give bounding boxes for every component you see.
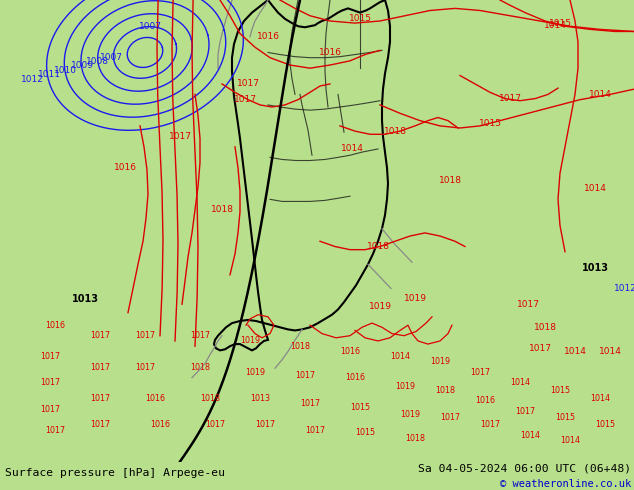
Text: 1017: 1017: [233, 95, 257, 104]
Text: 1013: 1013: [72, 294, 98, 304]
Text: 1016: 1016: [45, 320, 65, 330]
Text: 1015: 1015: [355, 428, 375, 437]
Text: 1019: 1019: [240, 337, 260, 345]
Polygon shape: [0, 0, 90, 231]
Text: 1015: 1015: [550, 386, 570, 395]
Text: © weatheronline.co.uk: © weatheronline.co.uk: [500, 479, 631, 490]
Text: 1017: 1017: [90, 363, 110, 372]
Text: 1019: 1019: [245, 368, 265, 377]
Polygon shape: [0, 299, 634, 462]
Text: 1014: 1014: [340, 145, 363, 153]
Text: 1017: 1017: [300, 399, 320, 408]
Text: Surface pressure [hPa] Arpege-eu: Surface pressure [hPa] Arpege-eu: [5, 468, 225, 478]
Text: 1016: 1016: [475, 396, 495, 405]
Text: 1017: 1017: [440, 413, 460, 422]
Polygon shape: [0, 231, 60, 462]
Text: 1017: 1017: [40, 352, 60, 361]
Text: 1018: 1018: [190, 363, 210, 372]
Text: 1014: 1014: [583, 184, 607, 194]
Text: 1019: 1019: [403, 294, 427, 303]
Text: 1019: 1019: [400, 410, 420, 419]
Text: 1013: 1013: [581, 263, 609, 272]
Text: 1015: 1015: [479, 119, 501, 128]
Text: 1015: 1015: [555, 413, 575, 422]
Text: 1017: 1017: [529, 344, 552, 353]
Text: 1014: 1014: [520, 431, 540, 440]
Text: 1017: 1017: [90, 394, 110, 403]
Text: 1018: 1018: [435, 386, 455, 395]
Text: 1019: 1019: [368, 302, 392, 311]
Polygon shape: [320, 0, 380, 31]
Text: 1017: 1017: [515, 407, 535, 416]
Text: 1007: 1007: [138, 23, 162, 31]
Text: 1012: 1012: [20, 75, 43, 84]
Text: 1016: 1016: [113, 163, 136, 172]
Text: 1011: 1011: [38, 70, 61, 79]
Text: 1016: 1016: [340, 347, 360, 356]
Polygon shape: [380, 0, 634, 241]
Text: 1017: 1017: [169, 132, 191, 141]
Text: 1016: 1016: [345, 373, 365, 382]
Polygon shape: [214, 0, 390, 350]
Text: 1017: 1017: [236, 79, 259, 88]
Text: 1018: 1018: [405, 434, 425, 443]
Text: 1017: 1017: [90, 331, 110, 340]
Text: 1017: 1017: [470, 368, 490, 377]
Text: 1018: 1018: [384, 126, 406, 136]
Text: 1017: 1017: [305, 426, 325, 435]
Text: 1018: 1018: [439, 176, 462, 185]
Text: 1010: 1010: [55, 66, 77, 74]
Text: 1012: 1012: [614, 284, 634, 293]
Text: 1017: 1017: [205, 420, 225, 429]
Text: 1016: 1016: [257, 32, 280, 41]
Text: 1017: 1017: [40, 405, 60, 414]
Text: 1016: 1016: [318, 48, 342, 57]
Text: 1015: 1015: [595, 420, 615, 429]
Text: 1016: 1016: [145, 394, 165, 403]
Text: 1015: 1015: [548, 19, 571, 27]
Text: 1017: 1017: [45, 426, 65, 435]
Text: 1014: 1014: [598, 347, 621, 356]
Polygon shape: [280, 0, 320, 26]
Text: 1015: 1015: [350, 402, 370, 412]
Text: 1019: 1019: [430, 357, 450, 367]
Text: 1017: 1017: [480, 420, 500, 429]
Text: 1018: 1018: [366, 242, 389, 251]
Text: 1014: 1014: [588, 90, 611, 99]
Text: 1008: 1008: [86, 57, 109, 66]
Text: 1014: 1014: [543, 21, 566, 30]
Text: 1007: 1007: [100, 53, 122, 62]
Text: 1017: 1017: [190, 331, 210, 340]
Text: 1013: 1013: [250, 394, 270, 403]
Text: 1018: 1018: [290, 342, 310, 351]
Text: 1009: 1009: [70, 61, 94, 70]
Text: 1018: 1018: [533, 323, 557, 332]
Text: 1014: 1014: [510, 378, 530, 388]
Text: 1015: 1015: [349, 14, 372, 24]
Text: 1017: 1017: [40, 378, 60, 388]
Text: Sa 04-05-2024 06:00 UTC (06+48): Sa 04-05-2024 06:00 UTC (06+48): [418, 464, 631, 474]
Polygon shape: [220, 0, 465, 341]
Polygon shape: [350, 0, 450, 84]
Text: 1014: 1014: [590, 394, 610, 403]
Text: 1019: 1019: [395, 382, 415, 391]
Text: 1018: 1018: [210, 205, 233, 214]
Text: 1017: 1017: [135, 331, 155, 340]
Text: 1017: 1017: [295, 371, 315, 380]
Text: 1017: 1017: [498, 94, 522, 103]
Text: 1014: 1014: [390, 352, 410, 361]
Text: 1014: 1014: [564, 347, 586, 356]
Text: 1014: 1014: [560, 436, 580, 445]
Text: 1016: 1016: [150, 420, 170, 429]
Text: 1017: 1017: [135, 363, 155, 372]
Text: 1017: 1017: [255, 420, 275, 429]
Text: 1017: 1017: [517, 300, 540, 309]
Text: 1017: 1017: [90, 420, 110, 429]
Text: 1018: 1018: [200, 394, 220, 403]
